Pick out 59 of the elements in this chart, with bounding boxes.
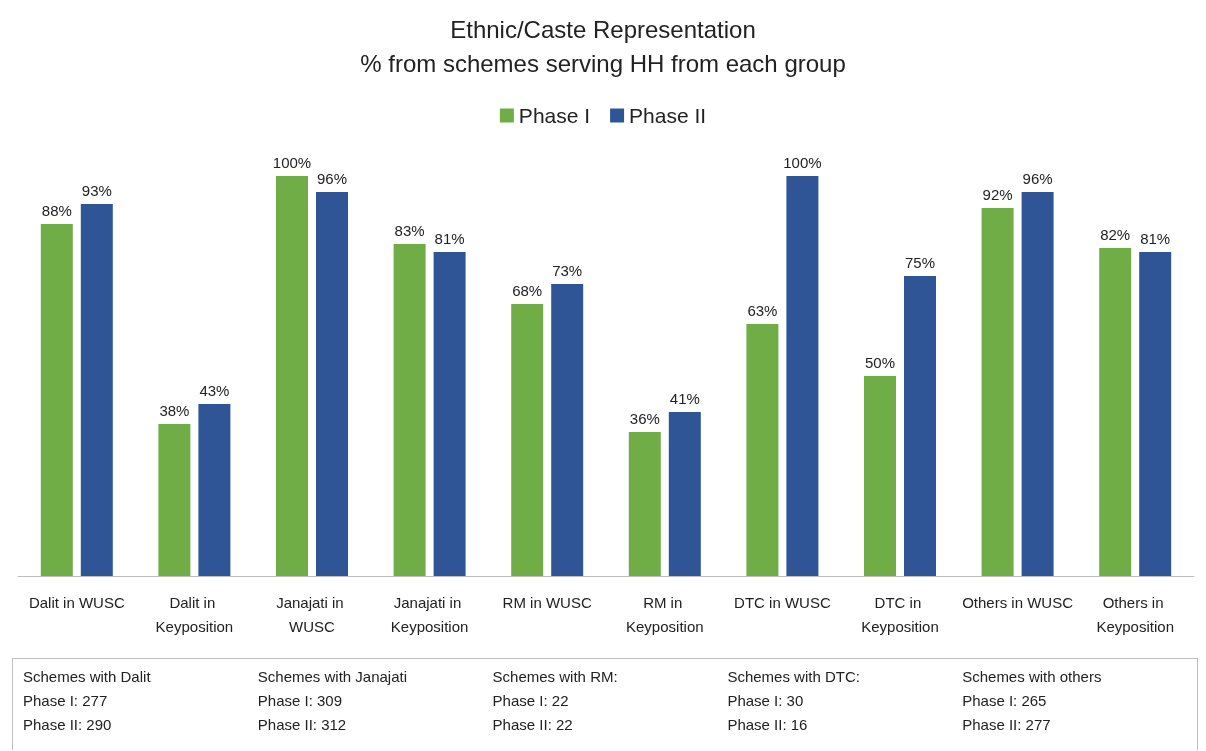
data-label: 38%: [159, 402, 190, 419]
data-label: 81%: [1140, 230, 1171, 247]
bar: [198, 404, 231, 576]
x-tick-label: RM in WUSC: [502, 593, 592, 611]
bar: [511, 304, 544, 576]
data-label: 96%: [1022, 170, 1053, 187]
data-label: 88%: [41, 202, 72, 219]
chart-subtitle: % from schemes serving HH from each group: [360, 49, 846, 77]
x-tick-label: Dalit in WUSC: [28, 593, 125, 611]
data-label: 43%: [199, 382, 230, 399]
bar: [904, 276, 936, 576]
data-label: 81%: [434, 230, 465, 247]
bar: [551, 284, 584, 576]
data-label: 50%: [864, 354, 896, 371]
data-label: 93%: [81, 182, 112, 199]
bar: [668, 412, 701, 576]
x-tick-label: Dalit in Keyposition: [155, 593, 234, 635]
text: Schemes with Dalit Phase I: 277 Phase II: 290: [23, 667, 152, 735]
bar: [1099, 248, 1132, 576]
bar: [786, 176, 819, 576]
x-tick-label: Others in Keyposition: [1096, 593, 1174, 635]
data-label: 63%: [747, 302, 778, 319]
bar: [864, 376, 896, 576]
x-tick-label: RM in Keyposition: [626, 593, 704, 635]
data-label: 92%: [982, 186, 1013, 203]
text: Schemes with Janajati Phase I: 309 Phase II: 312: [257, 667, 409, 735]
data-label: 36%: [629, 410, 660, 427]
data-label: 75%: [904, 254, 936, 271]
bar: [316, 192, 348, 576]
x-tick-label: Janajati in WUSC: [276, 593, 348, 635]
bar: [80, 204, 113, 576]
data-label: 96%: [316, 170, 348, 187]
text: Schemes with others Phase I: 265 Phase II: 277: [962, 667, 1103, 735]
data-label: 68%: [512, 282, 543, 299]
bar: [1021, 192, 1054, 576]
text: Schemes with DTC: Phase I: 30 Phase II: 16: [727, 667, 861, 735]
x-tick-label: DTC in WUSC: [734, 593, 831, 611]
bar: [393, 244, 426, 576]
x-tick-label: Janajati in Keyposition: [390, 593, 469, 635]
data-label: 41%: [669, 390, 700, 407]
data-label: 82%: [1100, 226, 1131, 243]
bar: [628, 432, 661, 576]
x-tick-label: DTC in Keyposition: [861, 593, 939, 635]
legend-label: Phase I: [518, 104, 591, 127]
legend-label: Phase II: [629, 104, 707, 127]
bar: [276, 176, 308, 576]
text: Schemes with RM: Phase I: 22 Phase II: 22: [492, 667, 619, 735]
bar: [1139, 252, 1172, 576]
data-label: 83%: [394, 222, 425, 239]
chart-title: Ethnic/Caste Representation: [450, 15, 756, 43]
x-tick-label: Others in WUSC: [962, 593, 1074, 611]
data-label: 100%: [783, 154, 822, 171]
bar: [40, 224, 73, 576]
data-label: 73%: [552, 262, 583, 279]
data-label: 100%: [272, 154, 312, 171]
bar: [981, 208, 1014, 576]
bar: [746, 324, 779, 576]
bar: [158, 424, 191, 576]
bar: [433, 252, 466, 576]
